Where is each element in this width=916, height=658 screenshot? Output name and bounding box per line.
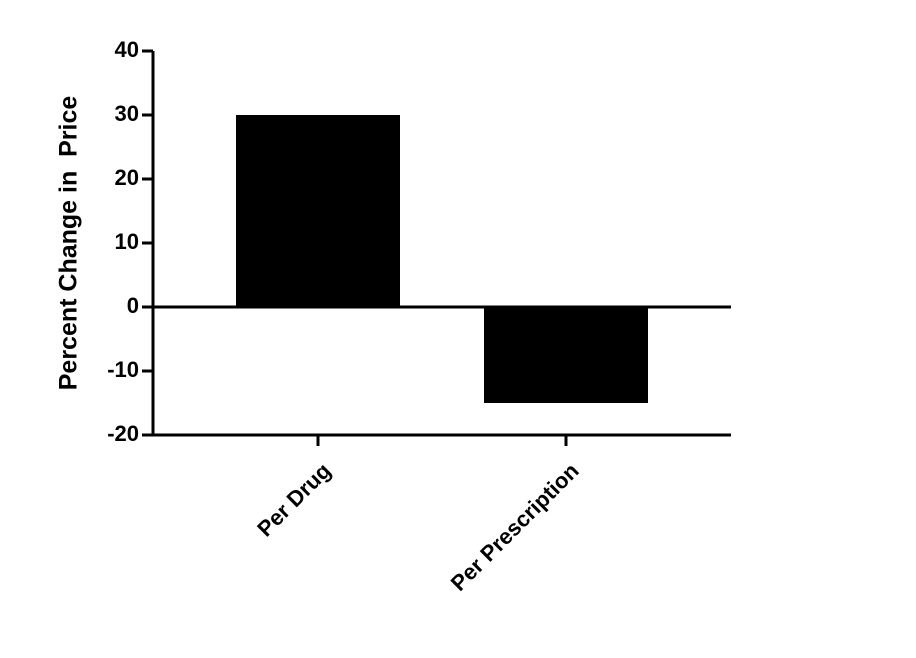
y-tick-label: -20: [107, 421, 139, 446]
x-tick-label: Per Prescription: [446, 458, 584, 596]
x-tick-label: Per Drug: [252, 458, 335, 541]
y-tick-label: -10: [107, 357, 139, 382]
y-tick-label: 10: [115, 229, 139, 254]
bar: [236, 115, 400, 307]
y-axis-label: Percent Change in Price: [55, 96, 83, 391]
y-tick-label: 30: [115, 101, 139, 126]
y-tick-label: 40: [115, 37, 139, 62]
y-tick-label: 0: [127, 293, 139, 318]
y-tick-label: 20: [115, 165, 139, 190]
bar: [484, 307, 648, 403]
